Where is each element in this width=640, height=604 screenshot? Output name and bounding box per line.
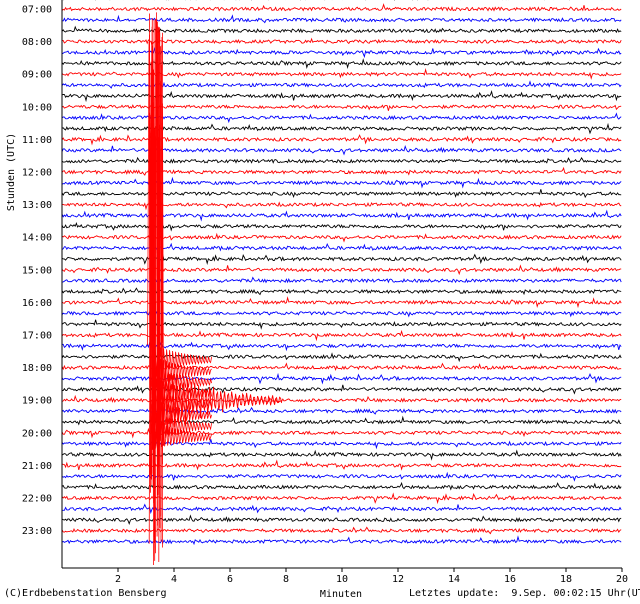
minute-tick-labels: 2 4 6 8 10 12 14 16 18 20: [115, 574, 628, 585]
hour-label: 18:00: [22, 363, 52, 374]
trace-line: [61, 459, 622, 471]
hour-label: 20:00: [22, 428, 52, 439]
trace-line: [61, 471, 622, 482]
minute-tick-label: 16: [504, 574, 516, 585]
copyright-text: (C)Erdbebenstation Bensberg: [4, 588, 167, 599]
event-oscillation: [151, 418, 212, 450]
event-spike: [153, 128, 156, 544]
hour-label: 13:00: [22, 200, 52, 211]
hour-label: 15:00: [22, 265, 52, 276]
last-update-text: Letztes update: 9.Sep. 00:02:15 Uhr(UTC): [409, 588, 640, 599]
hour-label: 09:00: [22, 70, 52, 81]
hour-label: 12:00: [22, 168, 52, 179]
event-oscillation: [151, 390, 212, 423]
event-spike: [155, 12, 157, 554]
hour-label: 14:00: [22, 233, 52, 244]
hour-label: 22:00: [22, 494, 52, 505]
minute-tick-label: 12: [392, 574, 404, 585]
y-axis-label: Stunden (UTC): [6, 133, 17, 211]
hour-labels: 07:00 08:00 09:00 10:00 11:00 12:00 13:00 14:00…: [22, 5, 52, 538]
event-oscillation: [151, 397, 212, 429]
hour-label: 08:00: [22, 37, 52, 48]
minute-tick-label: 20: [616, 574, 628, 585]
event-spike: [148, 132, 152, 544]
event-spike: [147, 41, 150, 346]
hour-label: 16:00: [22, 298, 52, 309]
minute-tick-label: 4: [171, 574, 177, 585]
event-spike: [161, 48, 164, 343]
hour-label: 23:00: [22, 526, 52, 537]
x-axis-label: Minuten: [320, 589, 362, 600]
event-spike: [150, 18, 153, 348]
hour-label: 11:00: [22, 135, 52, 146]
hour-label: 21:00: [22, 461, 52, 472]
minute-tick-label: 18: [560, 574, 572, 585]
event-spike: [158, 27, 161, 529]
axes: [61, 0, 623, 572]
minute-tick-label: 6: [227, 574, 233, 585]
trace-line: [61, 449, 622, 461]
earthquake-signal: [147, 12, 283, 566]
event-oscillation: [151, 354, 212, 387]
hour-label: 17:00: [22, 331, 52, 342]
event-oscillation: [151, 412, 212, 444]
minute-tick-label: 10: [336, 574, 348, 585]
hour-label: 10:00: [22, 102, 52, 113]
hour-label: 19:00: [22, 396, 52, 407]
event-oscillation: [151, 343, 212, 376]
event-spike: [159, 81, 162, 328]
minute-tick-label: 2: [115, 574, 121, 585]
trace-line: [61, 3, 622, 12]
hour-label: 07:00: [22, 5, 52, 16]
minute-tick-label: 14: [448, 574, 460, 585]
trace-line: [61, 481, 622, 491]
minute-tick-label: 8: [283, 574, 289, 585]
